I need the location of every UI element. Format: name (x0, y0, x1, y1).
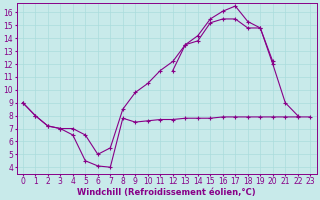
X-axis label: Windchill (Refroidissement éolien,°C): Windchill (Refroidissement éolien,°C) (77, 188, 256, 197)
